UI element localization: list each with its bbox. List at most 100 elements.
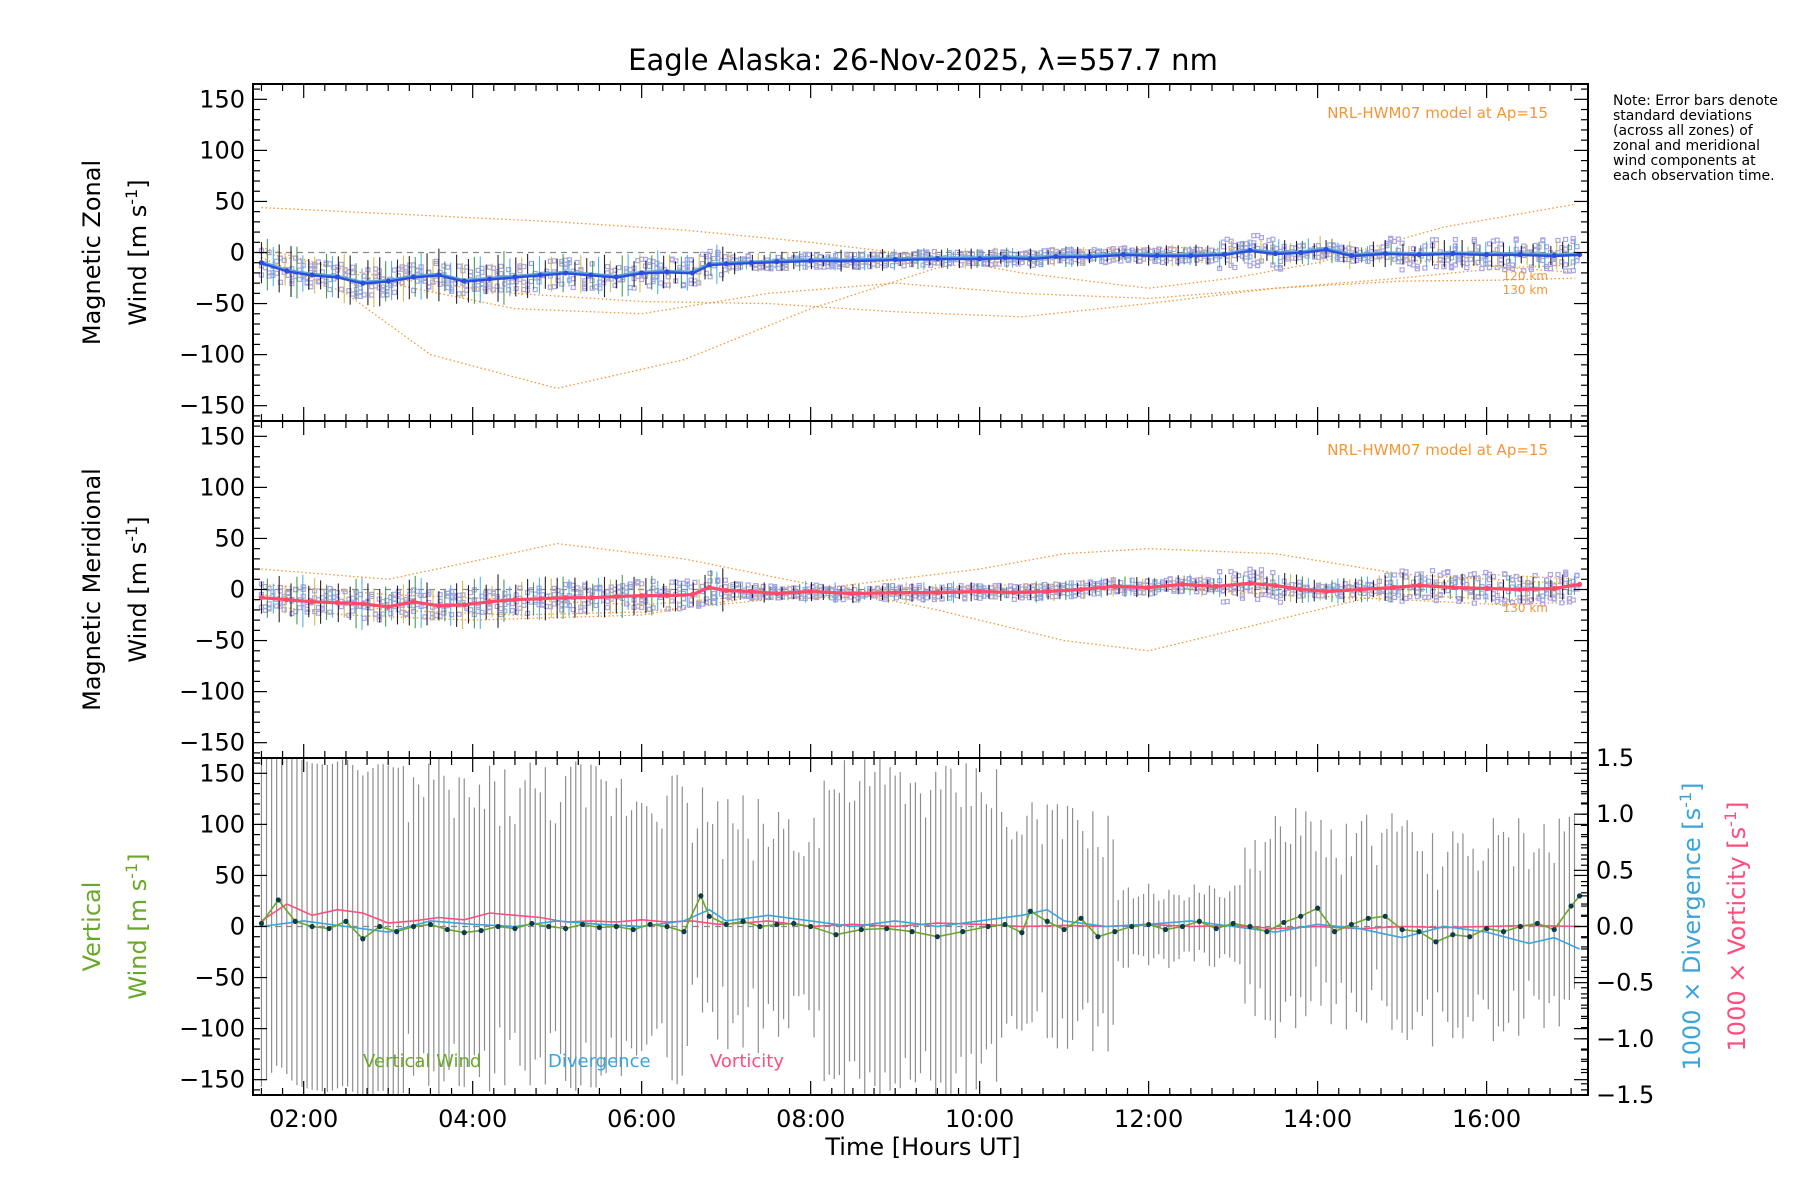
meridional-zone-sample bbox=[722, 577, 728, 583]
zonal-zone-sample bbox=[1574, 258, 1580, 264]
meridional-zone-sample bbox=[1194, 588, 1200, 595]
vertical-vertical-wind-point bbox=[1061, 926, 1067, 933]
vertical-vertical-wind-point bbox=[1331, 929, 1338, 935]
meridional-zone-sample bbox=[1547, 571, 1554, 578]
zonal-mean-point bbox=[461, 278, 467, 284]
zonal-mean-point bbox=[934, 256, 940, 262]
meridional-zone-sample bbox=[1551, 595, 1557, 601]
vertical-vertical-wind-point bbox=[1213, 925, 1219, 932]
zonal-mean-point bbox=[1382, 250, 1388, 257]
meridional-zone-sample bbox=[437, 592, 443, 598]
zonal-model-curve-1 bbox=[261, 203, 1576, 289]
meridional-mean-point bbox=[563, 595, 569, 601]
zonal-zone-sample bbox=[597, 285, 603, 291]
meridional-zone-sample bbox=[395, 592, 401, 598]
zonal-zone-sample bbox=[338, 261, 344, 267]
zonal-mean-point bbox=[284, 268, 290, 274]
zonal-mean-point bbox=[977, 256, 983, 262]
meridional-zone-sample bbox=[1445, 588, 1451, 594]
vertical-vertical-wind-point bbox=[808, 923, 814, 930]
zonal-zone-sample bbox=[559, 281, 565, 287]
meridional-zone-sample bbox=[361, 615, 367, 621]
zonal-model-alt-label: 120 km bbox=[1503, 269, 1548, 283]
meridional-zone-sample bbox=[1475, 593, 1481, 600]
meridional-mean-point bbox=[1298, 586, 1304, 593]
vertical-vertical-wind-point bbox=[579, 921, 586, 928]
meridional-zone-sample bbox=[1080, 593, 1086, 599]
zonal-zone-sample bbox=[1251, 242, 1257, 249]
zonal-zone-sample bbox=[1448, 265, 1455, 271]
vertical-vertical-wind-point bbox=[791, 920, 797, 927]
meridional-zone-sample bbox=[688, 597, 694, 603]
meridional-zone-sample bbox=[1509, 600, 1515, 606]
meridional-zone-sample bbox=[1319, 593, 1325, 599]
vertical-vertical-wind-point bbox=[647, 921, 653, 928]
vertical-vertical-wind-point bbox=[1365, 915, 1371, 921]
zonal-zone-sample bbox=[338, 286, 344, 292]
zonal-zone-sample bbox=[289, 278, 295, 284]
meridional-zone-sample bbox=[1407, 594, 1413, 600]
vertical-vertical-wind-point bbox=[630, 926, 636, 933]
meridional-ytick-label: 100 bbox=[199, 473, 245, 501]
meridional-mean-point bbox=[588, 595, 594, 601]
meridional-zone-sample bbox=[1247, 573, 1253, 579]
zonal-zone-sample bbox=[1563, 236, 1569, 243]
zonal-zone-sample bbox=[528, 260, 535, 267]
meridional-zone-sample bbox=[395, 607, 401, 613]
meridional-ytick-label: 150 bbox=[199, 422, 245, 450]
meridional-zone-sample bbox=[1251, 569, 1257, 575]
zonal-mean-point bbox=[1416, 251, 1422, 258]
zonal-zone-sample bbox=[703, 254, 709, 260]
meridional-zone-sample bbox=[559, 607, 565, 613]
meridional-zone-sample bbox=[293, 587, 299, 593]
meridional-zone-sample bbox=[756, 595, 763, 601]
meridional-zone-sample bbox=[688, 601, 694, 608]
zonal-mean-point bbox=[664, 269, 670, 275]
vertical-xtick-label: 02:00 bbox=[269, 1105, 338, 1133]
meridional-zone-sample bbox=[1475, 576, 1481, 582]
vertical-xtick-label: 10:00 bbox=[945, 1105, 1014, 1133]
meridional-mean-point bbox=[309, 599, 315, 605]
meridional-zone-sample bbox=[551, 591, 557, 598]
meridional-zone-sample bbox=[1129, 577, 1135, 583]
meridional-zone-sample bbox=[448, 612, 455, 618]
error-bar-note: Note: Error bars denote standard deviati… bbox=[1613, 93, 1778, 184]
vertical-vertical-wind-point bbox=[664, 923, 670, 930]
meridional-zone-sample bbox=[1513, 573, 1519, 580]
zonal-zone-sample bbox=[490, 265, 496, 271]
zonal-zone-sample bbox=[1247, 254, 1253, 260]
meridional-zone-sample bbox=[448, 588, 455, 594]
vertical-y2tick-label: −1.5 bbox=[1596, 1081, 1654, 1109]
zonal-zone-sample bbox=[1353, 247, 1360, 253]
zonal-zone-sample bbox=[1570, 268, 1576, 274]
meridional-mean-point bbox=[850, 590, 856, 597]
meridional-zone-sample bbox=[650, 578, 656, 584]
meridional-zone-sample bbox=[1559, 600, 1565, 606]
vertical-vertical-wind-point bbox=[1517, 923, 1524, 930]
meridional-zone-sample bbox=[498, 611, 504, 618]
vertical-ytick-label: −50 bbox=[194, 964, 245, 992]
meridional-mean-point bbox=[1391, 584, 1397, 591]
zonal-zone-sample bbox=[718, 272, 725, 278]
zonal-zone-sample bbox=[1433, 264, 1439, 270]
meridional-zone-sample bbox=[646, 589, 652, 596]
zonal-mean-point bbox=[1053, 253, 1059, 260]
zonal-mean-point bbox=[512, 274, 518, 280]
zonal-zone-sample bbox=[1570, 235, 1576, 242]
zonal-zone-sample bbox=[1505, 258, 1512, 264]
vertical-vertical-wind-point bbox=[427, 921, 434, 928]
vertical-vertical-wind-point bbox=[774, 921, 780, 928]
meridional-zone-sample bbox=[1502, 601, 1508, 607]
zonal-model-label: NRL-HWM07 model at Ap=15 bbox=[1327, 104, 1548, 122]
zonal-zone-sample bbox=[505, 287, 512, 293]
meridional-zone-sample bbox=[665, 588, 671, 594]
zonal-zone-sample bbox=[1140, 256, 1147, 262]
vertical-divergence-line bbox=[261, 908, 1580, 950]
meridional-zone-sample bbox=[1255, 596, 1261, 602]
meridional-zone-sample bbox=[1106, 589, 1112, 595]
meridional-zone-sample bbox=[338, 604, 344, 610]
vertical-vertical-wind-point bbox=[495, 923, 501, 930]
zonal-mean-point bbox=[1272, 250, 1278, 257]
meridional-mean-point bbox=[537, 596, 543, 602]
meridional-mean-point bbox=[774, 590, 780, 597]
